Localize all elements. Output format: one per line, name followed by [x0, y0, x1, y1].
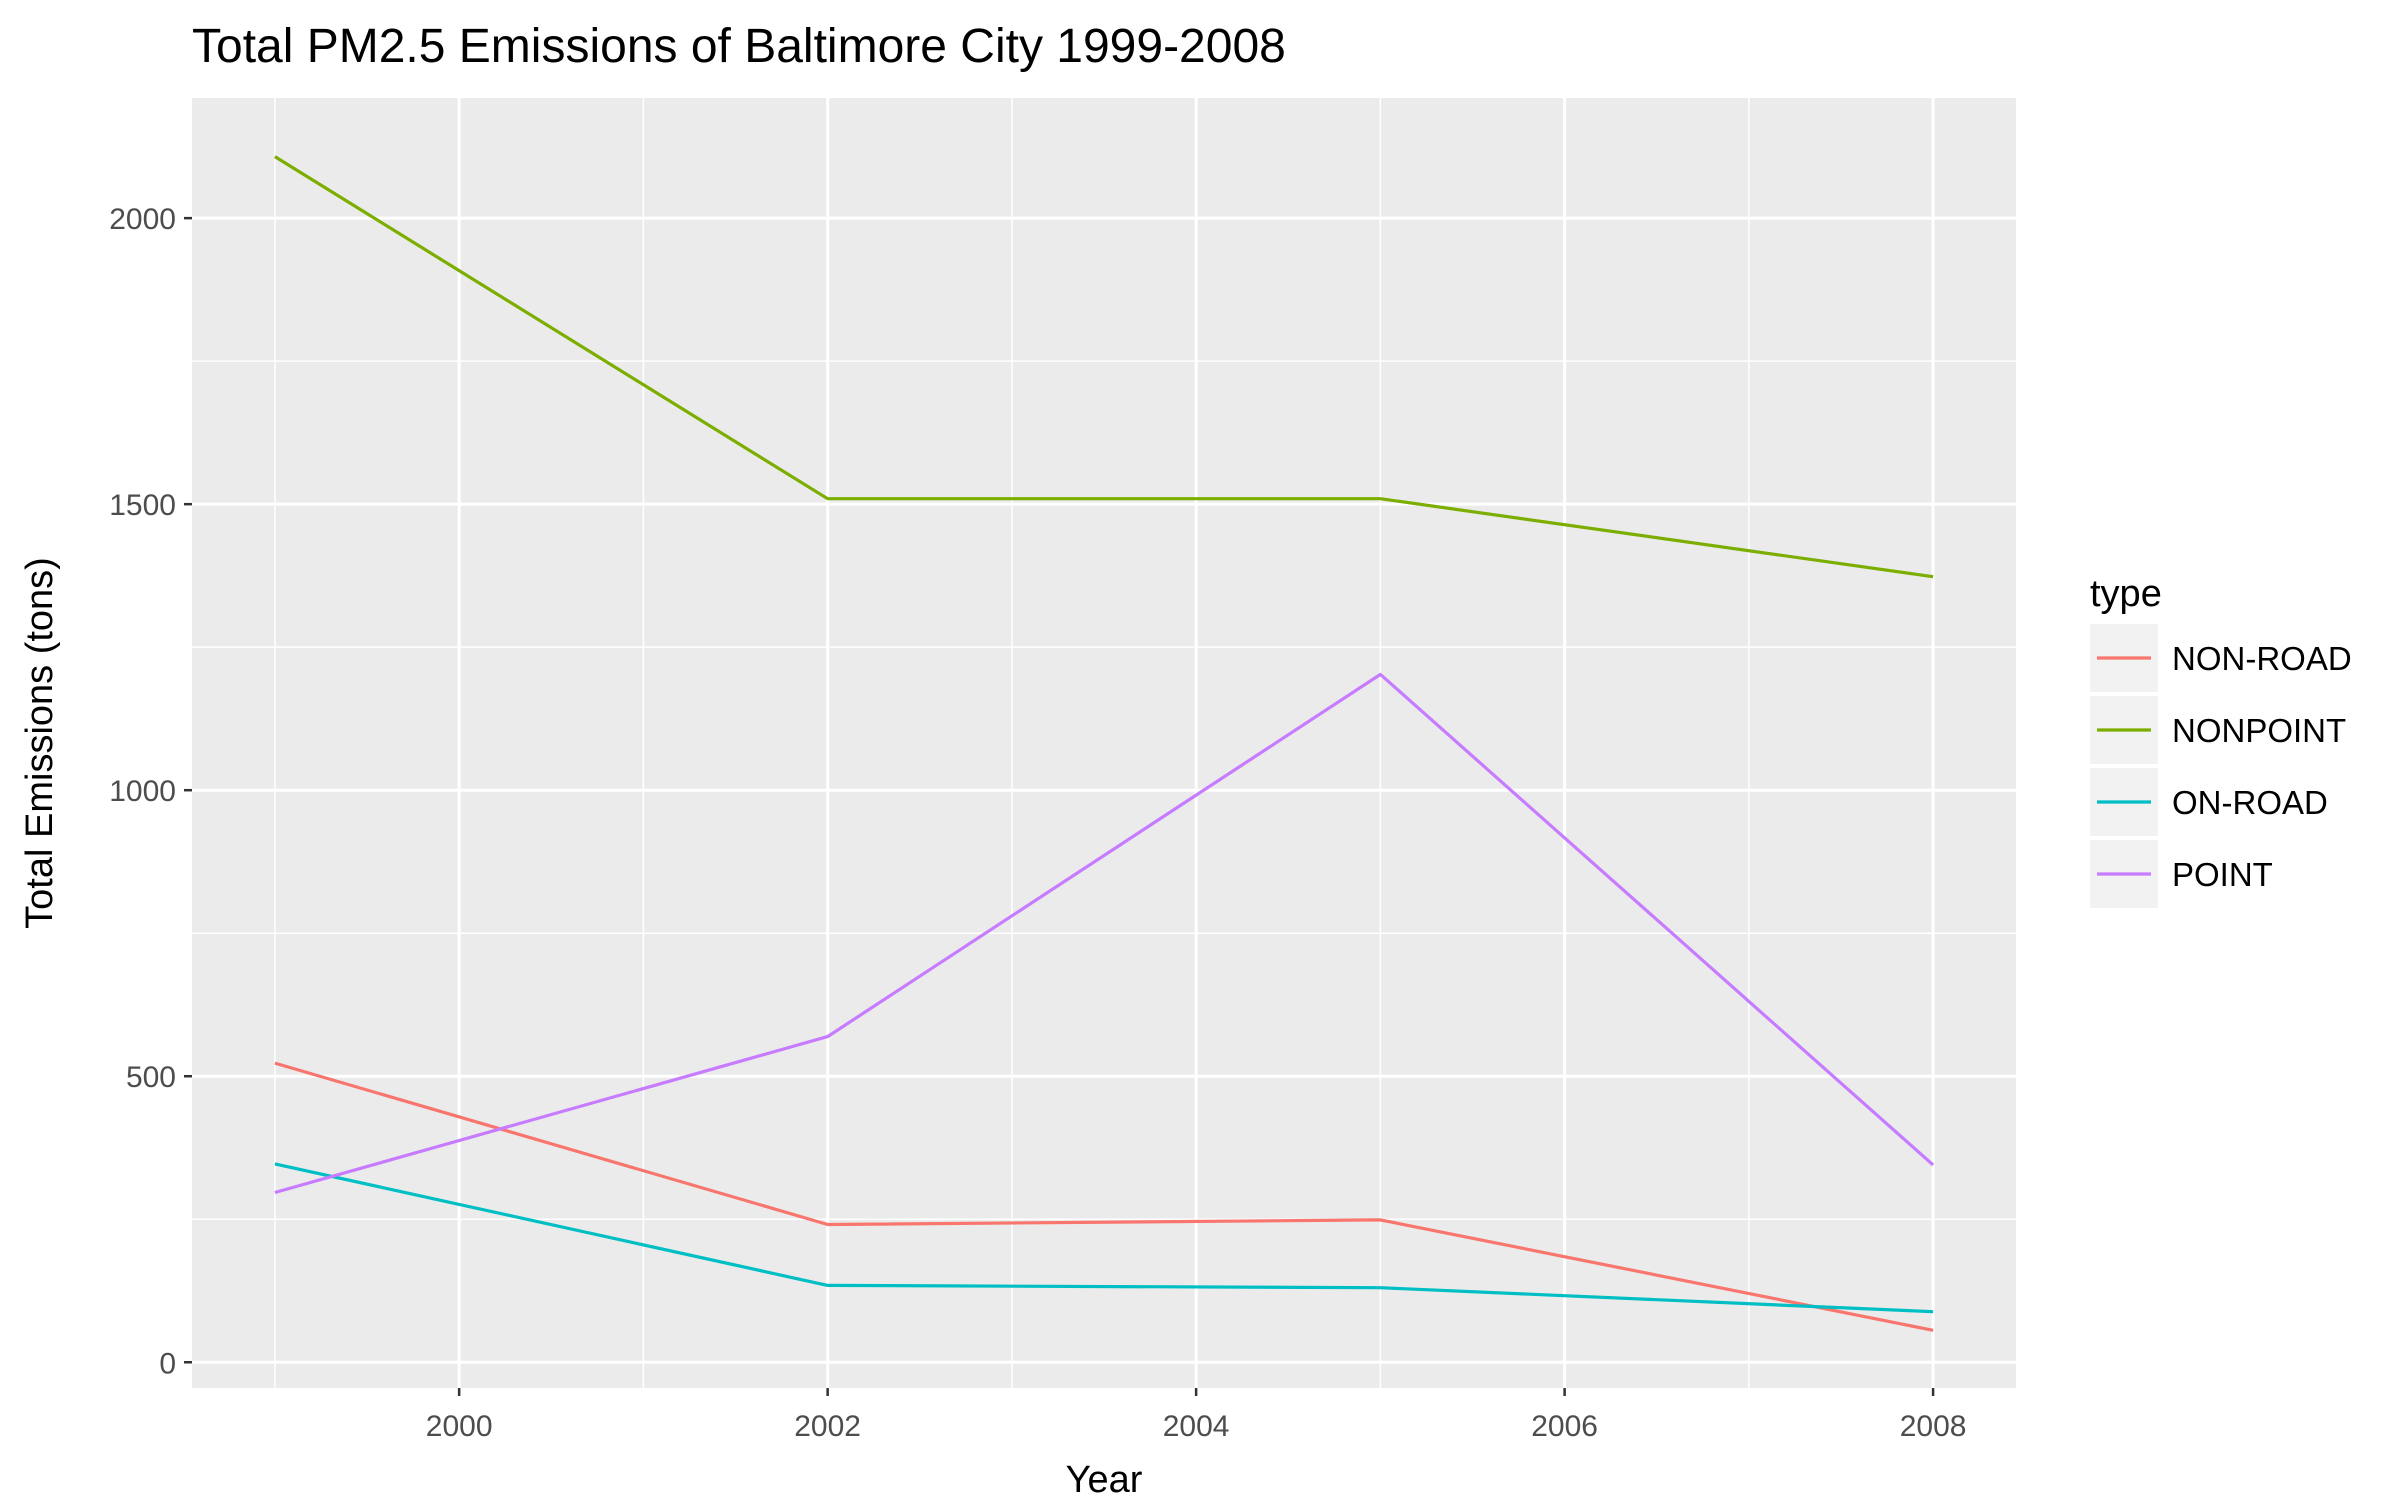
y-tick-label: 1500 — [109, 489, 176, 522]
legend-title: type — [2090, 573, 2162, 615]
y-tick-label: 1000 — [109, 775, 176, 808]
legend-item-on-road: ON-ROAD — [2090, 768, 2328, 836]
x-tick-label: 2000 — [426, 1410, 493, 1443]
legend-label: NONPOINT — [2172, 712, 2346, 749]
series-lines — [274, 155, 1935, 1332]
series-line-point — [274, 672, 1935, 1195]
series-line-nonpoint — [274, 155, 1934, 579]
series-line-on-road — [274, 1162, 1934, 1314]
y-tick-label: 500 — [126, 1061, 176, 1094]
x-tick-label: 2008 — [1900, 1410, 1967, 1443]
legend: type NON-ROAD NONPOINT ON-ROAD POINT — [2090, 573, 2352, 908]
legend-label: NON-ROAD — [2172, 640, 2352, 677]
legend-item-non-road: NON-ROAD — [2090, 624, 2352, 692]
x-tick-label: 2006 — [1531, 1410, 1598, 1443]
y-axis-title: Total Emissions (tons) — [19, 557, 61, 929]
y-tick-label: 2000 — [109, 203, 176, 236]
legend-item-point: POINT — [2090, 840, 2273, 908]
x-tick-label: 2002 — [794, 1410, 861, 1443]
grid-lines — [192, 98, 2016, 1388]
axis-ticks: 2000 2002 2004 2006 2008 0 500 1000 1500 2000 — [109, 203, 1966, 1443]
plot-panel — [192, 98, 2016, 1388]
legend-label: ON-ROAD — [2172, 784, 2328, 821]
legend-label: POINT — [2172, 856, 2273, 893]
chart-title: Total PM2.5 Emissions of Baltimore City … — [192, 20, 1286, 73]
x-tick-label: 2004 — [1163, 1410, 1230, 1443]
y-tick-label: 0 — [159, 1347, 176, 1380]
legend-item-nonpoint: NONPOINT — [2090, 696, 2346, 764]
series-line-non-road — [274, 1061, 1934, 1332]
x-axis-title: Year — [1066, 1459, 1143, 1500]
